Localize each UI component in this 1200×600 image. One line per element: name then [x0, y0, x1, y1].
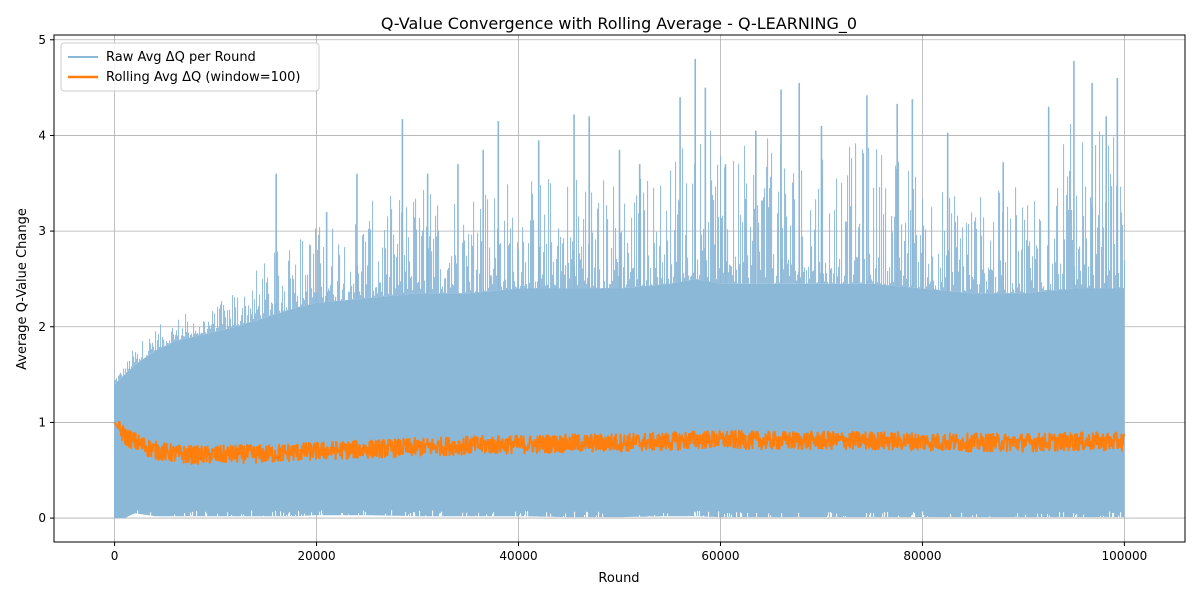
chart-title: Q-Value Convergence with Rolling Average…: [381, 14, 857, 34]
x-tick-label: 0: [111, 549, 119, 563]
y-tick-label: 1: [38, 415, 46, 429]
legend-label-rolling: Rolling Avg ΔQ (window=100): [106, 70, 301, 85]
plot-frame: [53, 34, 1186, 543]
raw-series-noise: [114, 124, 1126, 518]
x-tick-label: 40000: [499, 549, 537, 563]
y-tick-label: 0: [38, 511, 46, 525]
legend-label-raw: Raw Avg ΔQ per Round: [106, 50, 256, 65]
x-tick-label: 80000: [903, 549, 941, 563]
y-tick-label: 5: [38, 33, 46, 47]
y-axis-label: Average Q-Value Change: [15, 208, 30, 370]
x-tick-label: 60000: [701, 549, 739, 563]
legend-box: [60, 42, 320, 92]
y-tick-label: 3: [38, 224, 46, 238]
y-tick-label: 2: [38, 320, 46, 334]
rolling-series-line: [113, 420, 1126, 465]
plot-layer: [113, 58, 1126, 519]
ticks-layer: 0 20000 40000 60000 80000 100000 0 1 2 3 4 5: [38, 33, 1147, 563]
x-axis-label: Round: [598, 571, 639, 586]
y-tick-label: 4: [38, 128, 46, 142]
x-tick-label: 100000: [1102, 549, 1148, 563]
legend: Raw Avg ΔQ per Round Rolling Avg ΔQ (win…: [60, 42, 320, 92]
x-tick-label: 20000: [297, 549, 335, 563]
